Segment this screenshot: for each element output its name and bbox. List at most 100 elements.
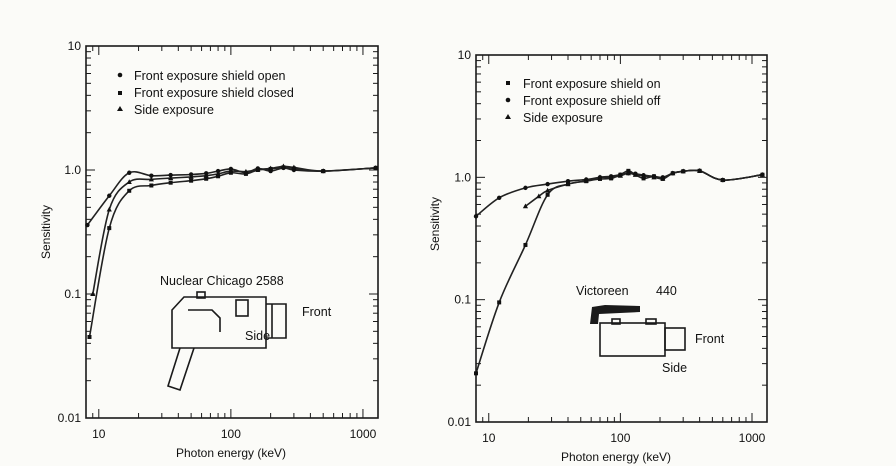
legend-entry: Side exposure	[134, 103, 214, 117]
data-point	[107, 226, 112, 231]
data-point	[641, 176, 646, 181]
series-line	[88, 166, 376, 338]
data-point	[545, 192, 550, 197]
chart-left: 10 100 1000 10 1.0 0.1 0.01 Photon energy (keV…	[39, 39, 379, 460]
chart-right-ticks	[475, 54, 767, 423]
chart-left-axes	[85, 45, 379, 419]
series-line	[92, 165, 376, 295]
chart-left-ticks	[85, 45, 378, 419]
data-point	[268, 165, 274, 171]
data-point	[625, 170, 631, 176]
data-point	[597, 174, 603, 180]
plot-frame	[475, 54, 768, 423]
chart-left-legend: Front exposure shield open Front exposur…	[117, 69, 294, 117]
legend-entry: Front exposure shield off	[523, 94, 661, 108]
chart-left-side-label: Side	[245, 329, 270, 343]
x-tick-label: 1000	[350, 427, 377, 441]
chart-right-xlabel: Photon energy (keV)	[561, 450, 671, 464]
data-point	[720, 177, 726, 183]
data-point	[148, 176, 154, 182]
data-point	[243, 171, 248, 176]
series-line	[86, 167, 376, 226]
data-point	[127, 170, 132, 175]
data-point	[126, 179, 132, 185]
data-point	[565, 181, 571, 187]
chart-left-points	[85, 163, 379, 340]
y-tick-label: 1.0	[64, 163, 81, 177]
legend-entry: Front exposure shield on	[523, 77, 661, 91]
data-point	[474, 371, 478, 376]
data-point	[640, 172, 647, 178]
chart-left-ylabel: Sensitivity	[39, 205, 53, 259]
data-point	[215, 168, 221, 174]
data-point	[168, 175, 174, 181]
data-point	[85, 222, 90, 228]
legend-marker-square	[118, 91, 122, 95]
data-point	[632, 171, 638, 177]
data-point	[608, 174, 614, 180]
data-point	[228, 168, 234, 174]
data-point	[523, 242, 528, 247]
chart-right-front-label: Front	[695, 332, 725, 346]
nuclear-chicago-meter-drawing	[167, 291, 287, 392]
legend-marker-triangle	[117, 106, 123, 111]
data-point	[204, 176, 209, 181]
chart-right-legend: Front exposure shield on Front exposure …	[505, 77, 661, 125]
x-tick-label: 100	[610, 431, 630, 445]
chart-right-model-number: 440	[656, 284, 677, 298]
data-point	[203, 172, 209, 178]
data-point	[473, 214, 479, 219]
chart-left-front-label: Front	[302, 305, 332, 319]
data-point	[617, 172, 623, 178]
data-point	[168, 172, 173, 178]
data-point	[149, 183, 154, 188]
chart-right: 10 100 1000 10 1.0 0.1 0.01 Photon energy (keV…	[428, 48, 768, 464]
y-tick-label: 0.01	[58, 411, 82, 425]
data-point	[216, 174, 221, 179]
chart-left-curves	[86, 165, 376, 338]
data-point	[523, 185, 528, 191]
chart-right-points	[473, 168, 766, 376]
data-point	[651, 174, 657, 180]
data-point	[189, 178, 194, 183]
data-point	[545, 181, 550, 187]
data-point	[87, 335, 92, 340]
chart-right-axes	[475, 54, 768, 423]
y-tick-label: 0.1	[64, 287, 81, 301]
y-tick-label: 1.0	[454, 170, 471, 184]
data-point	[670, 170, 676, 176]
data-point	[255, 166, 261, 172]
chart-right-model-label: Victoreen	[576, 284, 629, 298]
chart-left-xlabel: Photon energy (keV)	[176, 446, 286, 460]
chart-left-tick-labels: 10 100 1000 10 1.0 0.1 0.01	[58, 39, 377, 441]
data-point	[496, 195, 502, 201]
data-point	[90, 291, 96, 296]
legend-marker-circle	[505, 97, 511, 103]
legend-entry: Front exposure shield open	[134, 69, 286, 83]
chart-right-ylabel: Sensitivity	[428, 197, 442, 251]
data-point	[106, 206, 112, 212]
data-point	[243, 168, 249, 174]
data-point	[373, 165, 379, 170]
data-point	[583, 177, 589, 183]
data-point	[522, 203, 529, 209]
y-tick-label: 0.01	[448, 415, 472, 429]
data-point	[697, 168, 703, 173]
data-point	[680, 168, 686, 174]
y-tick-label: 10	[68, 39, 82, 53]
data-point	[149, 173, 154, 178]
data-point	[107, 193, 112, 198]
y-tick-label: 10	[458, 48, 472, 62]
data-point	[660, 175, 666, 181]
x-tick-label: 10	[92, 427, 106, 441]
legend-marker-triangle	[505, 114, 511, 119]
chart-right-tick-labels: 10 100 1000 10 1.0 0.1 0.01	[448, 48, 766, 445]
data-point	[188, 174, 194, 179]
y-tick-label: 0.1	[454, 293, 471, 307]
victoreen-meter-drawing	[590, 305, 686, 357]
data-point	[545, 187, 551, 193]
chart-left-model-label: Nuclear Chicago 2588	[160, 274, 284, 288]
data-point	[127, 188, 132, 193]
data-point	[280, 163, 287, 169]
legend-marker-square	[506, 81, 510, 85]
